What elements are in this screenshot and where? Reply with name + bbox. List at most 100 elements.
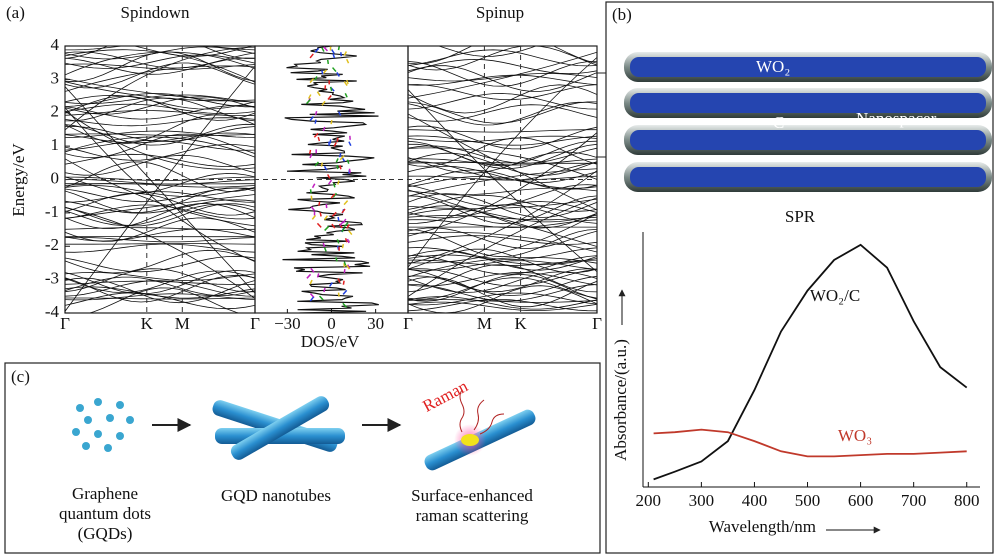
dos-dash <box>336 164 339 170</box>
dos-dash <box>309 78 315 84</box>
dos-dash <box>331 67 337 73</box>
band-line <box>65 107 255 263</box>
series-line <box>653 428 967 458</box>
band-line <box>65 93 255 108</box>
dos-dash <box>332 192 338 198</box>
panel-title: Spinup <box>476 3 524 22</box>
step-label: Graphene <box>72 484 138 503</box>
band-line <box>65 103 255 115</box>
dos-dash <box>306 273 312 279</box>
band-line <box>65 65 255 92</box>
band-line <box>408 198 597 210</box>
dos-dash <box>316 222 322 228</box>
band-line <box>65 46 255 131</box>
band-line <box>408 204 597 224</box>
series-label: WO₃ <box>838 426 872 445</box>
band-line <box>408 135 597 146</box>
band-line <box>65 193 255 216</box>
band-line <box>408 259 597 266</box>
band-line <box>408 231 597 253</box>
band-line <box>408 264 597 293</box>
band-line <box>65 236 255 243</box>
x-axis-label: DOS/eV <box>301 332 360 351</box>
dos-dash <box>348 141 352 147</box>
y-tick-label: 4 <box>51 35 60 54</box>
y-tick-label: 0 <box>51 168 60 187</box>
band-line <box>65 46 255 51</box>
x-tick-label: −30 <box>274 314 301 333</box>
band-line <box>65 227 255 231</box>
y-tick-label: 2 <box>51 102 60 121</box>
band-line <box>408 277 597 300</box>
dos-dash <box>309 293 315 299</box>
dos-dash <box>330 120 333 125</box>
dos-dash <box>339 165 342 170</box>
band-line <box>408 268 597 287</box>
band-line <box>408 187 597 196</box>
band-line <box>65 199 255 214</box>
band-line <box>408 195 597 225</box>
band-line <box>408 58 597 75</box>
dos-dash <box>344 237 348 243</box>
band-line <box>408 299 597 312</box>
band-line <box>408 260 597 271</box>
panel-a: (a) Spindown Spinup DOS/eV Energy/eV <box>6 3 524 351</box>
dos-dash <box>319 212 322 217</box>
band-lines <box>65 46 255 313</box>
dos-dash <box>318 201 321 206</box>
dos-dash <box>327 179 333 185</box>
dos-dash <box>337 111 342 116</box>
step-label: Surface-enhanced <box>411 486 533 505</box>
band-line <box>408 147 597 180</box>
dos-dash <box>327 174 331 179</box>
band-line <box>408 132 597 237</box>
dos-dash <box>317 136 321 142</box>
band-line <box>408 65 597 92</box>
dos-dash <box>323 215 329 221</box>
band-line <box>408 101 597 126</box>
band-line <box>65 184 255 197</box>
band-lines <box>408 46 597 313</box>
dos-dash <box>313 132 319 138</box>
band-line <box>65 117 255 127</box>
y-axis-label: Energy/eV <box>9 143 28 217</box>
sers-tube <box>424 389 536 471</box>
dos-dash <box>346 223 350 229</box>
dos-dash <box>320 162 324 167</box>
panel-label: (c) <box>11 367 30 386</box>
band-line <box>408 201 597 219</box>
band-line <box>65 161 255 192</box>
dos-dash <box>309 53 314 59</box>
series-label: WO₂/C <box>810 286 860 305</box>
y-tick-label: -4 <box>45 302 60 321</box>
dos-dash <box>307 94 312 99</box>
band-line <box>408 72 597 82</box>
band-line <box>65 65 255 312</box>
band-line <box>408 165 597 184</box>
band-line <box>65 133 255 159</box>
axes-frame <box>254 45 409 314</box>
dos-dash <box>316 273 320 278</box>
band-line <box>408 46 597 65</box>
band-line <box>408 84 597 101</box>
dos-curve <box>282 46 379 313</box>
panel-c-frame <box>4 362 601 554</box>
x-tick-label: 500 <box>795 491 821 510</box>
band-line <box>65 203 255 227</box>
x-tick-label: M <box>477 314 492 333</box>
dos-dash <box>310 206 316 212</box>
band-line <box>408 129 597 133</box>
dos-dash <box>346 238 350 244</box>
band-line <box>65 136 255 158</box>
dos-dash <box>331 49 335 54</box>
dos-dash <box>329 282 333 287</box>
band-line <box>65 280 255 286</box>
band-line <box>65 54 255 69</box>
x-tick-label: 800 <box>954 491 980 510</box>
band-line <box>408 161 597 181</box>
dos-dash <box>311 183 316 189</box>
dos-dash <box>320 70 324 75</box>
dos-dash <box>343 200 349 206</box>
band-line <box>65 276 255 296</box>
